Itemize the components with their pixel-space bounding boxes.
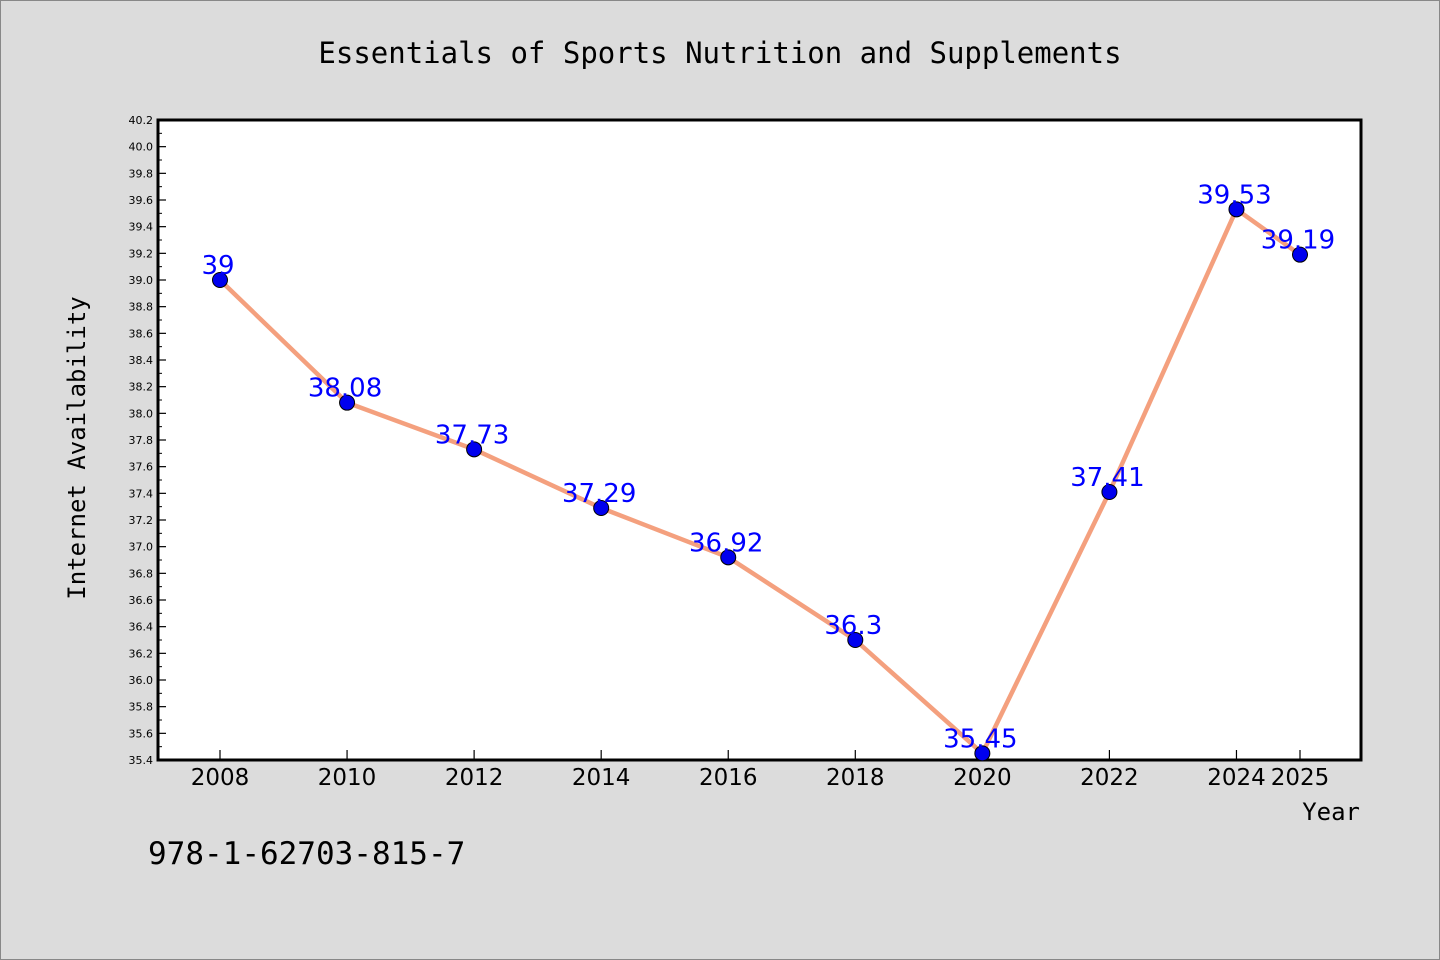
chart-title: Essentials of Sports Nutrition and Suppl… (318, 36, 1121, 70)
x-tick-label: 2025 (1271, 765, 1330, 791)
data-point (212, 272, 228, 288)
data-label: 36.3 (824, 611, 882, 641)
x-tick-label: 2024 (1207, 765, 1266, 791)
data-label: 39.53 (1197, 180, 1271, 210)
y-tick-label: 39.0 (129, 274, 154, 287)
data-label: 35.45 (943, 724, 1017, 754)
x-tick-label: 2014 (572, 765, 631, 791)
plot-area (156, 118, 1363, 762)
y-tick-label: 37.2 (129, 514, 154, 527)
x-axis-ticks: 2008 2010 2012 2014 2016 2018 2020 2022 2024 2025 (191, 750, 1330, 791)
y-tick-label: 37.8 (129, 434, 154, 447)
data-point (974, 745, 991, 762)
y-tick-label: 35.6 (129, 727, 154, 740)
y-tick-label: 39.6 (129, 194, 154, 207)
y-tick-label: 40.0 (129, 141, 154, 154)
y-tick-label: 36.2 (129, 647, 154, 660)
x-tick-label: 2008 (191, 765, 250, 791)
data-points (212, 201, 1308, 762)
data-point (1228, 201, 1245, 218)
y-tick-label: 38.8 (129, 301, 154, 314)
y-axis-title: Internet Availability (63, 296, 91, 599)
series-line-group (217, 207, 1303, 756)
y-tick-label: 39.4 (129, 221, 154, 234)
y-tick-label: 37.0 (129, 541, 154, 554)
data-point (1292, 246, 1308, 263)
data-label: 38.08 (308, 374, 382, 404)
data-labels: 39 38.08 37.73 37.29 36.92 36.3 35.45 37.41 39.5… (201, 180, 1335, 754)
y-tick-label: 36.8 (129, 567, 154, 580)
x-tick-label: 2022 (1080, 765, 1139, 791)
data-label: 39.19 (1261, 226, 1335, 256)
data-label: 36.92 (689, 528, 763, 558)
x-tick-label: 2016 (699, 765, 758, 791)
y-tick-label: 37.4 (129, 487, 154, 500)
data-point (593, 500, 610, 516)
x-tick-label: 2020 (953, 765, 1012, 791)
y-tick-label: 38.6 (129, 327, 154, 340)
y-tick-label: 35.8 (129, 701, 154, 714)
y-tick-label: 37.6 (129, 461, 154, 474)
y-tick-label: 36.6 (129, 594, 154, 607)
data-label: 39 (201, 251, 234, 281)
y-tick-label: 40.2 (129, 114, 154, 127)
data-point (847, 632, 864, 648)
series-line (217, 207, 1303, 756)
data-point (720, 549, 737, 566)
y-tick-label: 38.2 (129, 381, 154, 394)
data-label: 37.29 (562, 479, 636, 509)
x-axis-title: Year (1302, 798, 1360, 826)
y-tick-label: 38.0 (129, 407, 154, 420)
y-tick-label: 39.8 (129, 167, 154, 180)
y-axis-ticks: 35.4 35.6 35.8 36.0 36.2 36.4 36.6 36.8 37.0 37.2… (129, 114, 166, 767)
data-point (1101, 484, 1118, 500)
isbn-text: 978-1-62703-815-7 (148, 836, 465, 872)
data-label: 37.73 (435, 420, 509, 450)
y-tick-label: 39.2 (129, 247, 154, 260)
x-tick-label: 2010 (318, 765, 377, 791)
y-tick-label: 36.4 (129, 621, 154, 634)
data-point (466, 441, 483, 458)
x-tick-label: 2018 (826, 765, 885, 791)
y-tick-label: 38.4 (129, 354, 154, 367)
y-tick-label: 36.0 (129, 674, 154, 687)
data-point (339, 394, 356, 411)
x-tick-label: 2012 (445, 765, 504, 791)
y-tick-label: 35.4 (129, 754, 154, 767)
data-label: 37.41 (1070, 463, 1144, 493)
